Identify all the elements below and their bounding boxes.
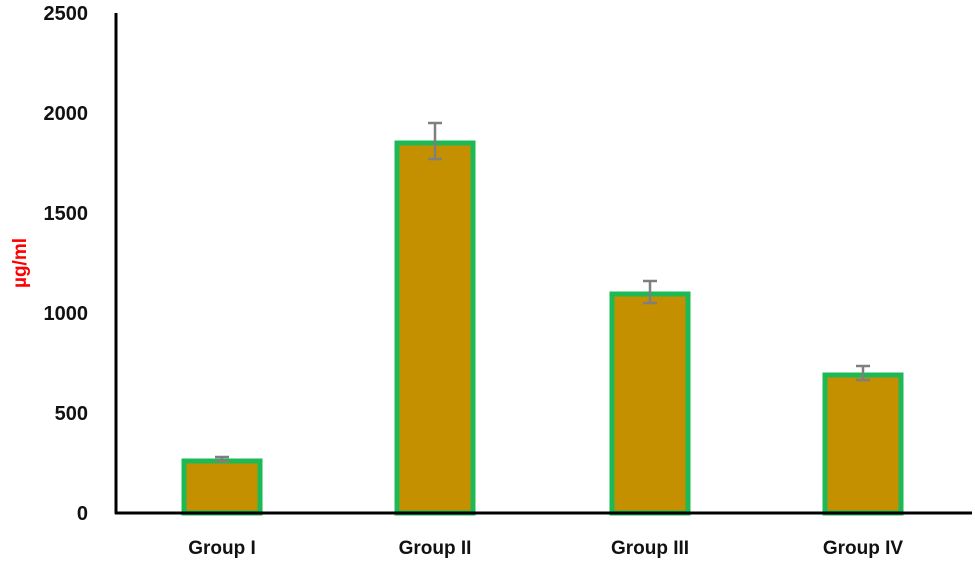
bar — [822, 372, 904, 516]
bars — [181, 121, 904, 516]
error-bar — [215, 455, 229, 463]
x-category-label: Group I — [188, 538, 256, 559]
bar-group — [822, 364, 904, 516]
y-axis-label: µg/ml — [10, 238, 31, 288]
y-tick-label: 2500 — [44, 3, 89, 25]
error-bar — [643, 279, 657, 305]
bar-group — [609, 279, 691, 516]
error-bar — [428, 121, 442, 161]
y-tick-label: 500 — [55, 403, 88, 425]
y-tick-label: 1500 — [44, 203, 89, 225]
error-bar — [856, 364, 870, 382]
bar — [181, 458, 263, 516]
x-category-label: Group II — [399, 538, 472, 559]
x-axis-categories: Group I Group II Group III Group IV — [188, 538, 903, 559]
x-category-label: Group III — [611, 538, 689, 559]
bar — [394, 140, 476, 516]
y-axis-ticks: 0 500 1000 1500 2000 2500 — [44, 3, 89, 525]
y-tick-label: 0 — [77, 503, 88, 525]
bar — [609, 291, 691, 516]
y-tick-label: 2000 — [44, 103, 89, 125]
y-tick-label: 1000 — [44, 303, 89, 325]
bar-group — [394, 121, 476, 516]
x-category-label: Group IV — [823, 538, 904, 559]
bar-group — [181, 455, 263, 516]
